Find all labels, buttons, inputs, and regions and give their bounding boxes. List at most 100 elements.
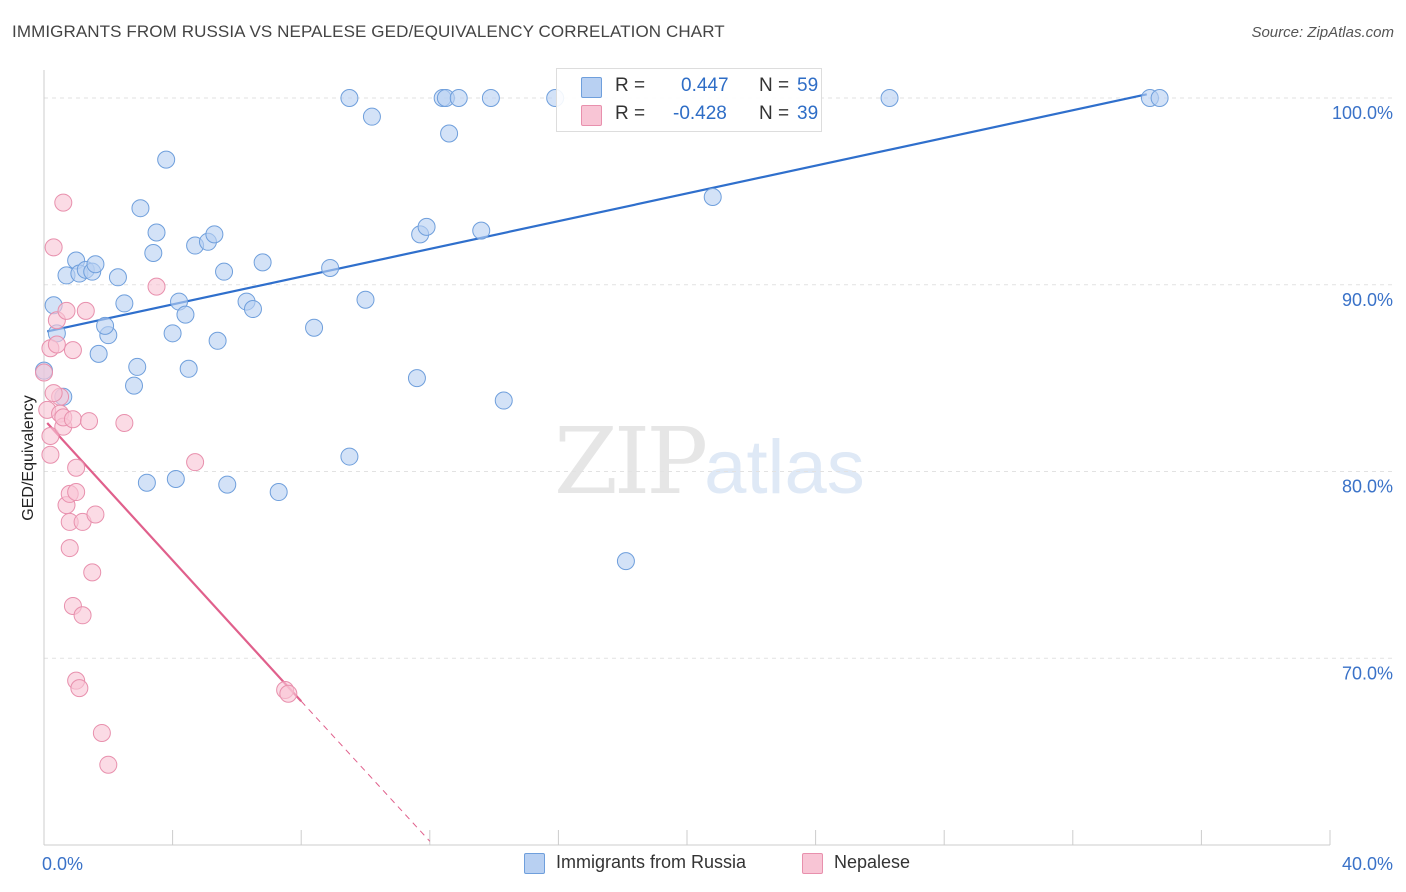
russia-point [362, 107, 381, 126]
nepalese-point [63, 341, 82, 360]
nepalese-n-label: N = [759, 103, 790, 124]
russia-point [144, 244, 163, 263]
axis-labels: 100.0% 90.0% 80.0% 70.0% 0.0% 40.0% GED/Equiva… [20, 103, 1393, 874]
russia-swatch-icon [581, 77, 602, 98]
nepalese-point [92, 723, 111, 742]
russia-point [137, 473, 156, 492]
y-tick-label: 90.0% [1342, 290, 1393, 310]
russia-n-label: N = [759, 75, 790, 96]
russia-point [215, 262, 234, 281]
nepalese-point [41, 427, 60, 446]
nepalese-point [99, 755, 118, 774]
russia-point [494, 391, 513, 410]
y-tick-label: 70.0% [1342, 663, 1393, 683]
russia-point [218, 475, 237, 494]
nepalese-point [115, 413, 134, 432]
russia-point [321, 258, 340, 277]
russia-point [86, 255, 105, 274]
russia-point [449, 89, 468, 108]
nepalese-point [35, 363, 53, 382]
source-label: Source: ZipAtlas.com [1251, 24, 1394, 41]
russia-point [115, 294, 134, 313]
russia-point [880, 89, 899, 108]
russia-point [157, 150, 176, 169]
nepalese-point [186, 453, 205, 472]
nepalese-point [80, 412, 99, 431]
chart-title: IMMIGRANTS FROM RUSSIA VS NEPALESE GED/E… [12, 22, 725, 41]
russia-point [176, 305, 195, 324]
nepalese-point [147, 277, 166, 296]
russia-r-label: R = [615, 75, 646, 96]
nepalese-trend-line [46, 422, 303, 702]
russia-point [131, 199, 150, 218]
nepalese-point [63, 410, 82, 429]
nepalese-point [44, 384, 63, 403]
russia-r-value: 0.447 [681, 75, 729, 96]
series-legend: Immigrants from Russia Nepalese [0, 852, 1406, 880]
russia-point [243, 300, 262, 319]
russia-legend-icon [524, 853, 545, 874]
nepalese-point [44, 238, 63, 257]
russia-point [472, 221, 491, 240]
russia-point [1150, 89, 1169, 108]
russia-point [96, 316, 115, 335]
nepalese-point [86, 505, 105, 524]
watermark-zip: ZIP [554, 408, 708, 515]
nepalese-point [70, 679, 89, 698]
russia-point [340, 447, 359, 466]
gridlines [44, 97, 1395, 659]
russia-point [125, 376, 144, 395]
data-points [35, 89, 1169, 774]
russia-point [269, 483, 288, 502]
russia-point [128, 357, 147, 376]
russia-point [205, 225, 224, 244]
russia-point [407, 369, 426, 388]
x-tick-label: 40.0% [1342, 854, 1393, 874]
russia-point [440, 124, 459, 143]
nepalese-point [76, 301, 95, 320]
nepalese-legend-icon [802, 853, 823, 874]
russia-point [340, 89, 359, 108]
nepalese-point [57, 301, 76, 320]
nepalese-point [279, 684, 298, 703]
axes [43, 70, 1331, 846]
trend-lines [46, 93, 1147, 842]
y-axis-title: GED/Equivalency [20, 395, 37, 520]
russia-point [147, 223, 166, 242]
nepalese-point [60, 539, 79, 558]
nepalese-point [67, 483, 86, 502]
russia-point [108, 268, 127, 287]
nepalese-point [54, 193, 73, 212]
nepalese-point [83, 563, 102, 582]
russia-point [179, 359, 198, 378]
russia-n-value: 59 [797, 75, 819, 96]
nepalese-point [47, 335, 66, 354]
x-tick-label: 0.0% [42, 854, 83, 874]
nepalese-swatch-icon [581, 105, 602, 126]
nepalese-trend-extension [300, 700, 431, 842]
y-tick-label: 100.0% [1332, 103, 1393, 123]
stats-legend: R = 0.447 N = 59 R = -0.428 N = 39 [556, 68, 822, 132]
legend-label-russia: Immigrants from Russia [556, 852, 747, 872]
russia-point [163, 324, 182, 343]
russia-point [208, 331, 227, 350]
russia-point [253, 253, 272, 272]
watermark-atlas: atlas [704, 425, 865, 510]
nepalese-point [67, 458, 86, 477]
russia-point [703, 187, 722, 206]
russia-point [356, 290, 375, 309]
nepalese-n-value: 39 [797, 103, 819, 124]
nepalese-r-value: -0.428 [673, 103, 727, 124]
nepalese-point [73, 606, 92, 625]
russia-point [89, 344, 108, 363]
russia-point [616, 552, 635, 571]
russia-point [305, 318, 324, 337]
nepalese-point [41, 445, 60, 464]
russia-point [166, 469, 185, 488]
russia-trend-line [46, 93, 1147, 333]
zipatlas-watermark: ZIPatlas [554, 408, 865, 515]
russia-point [417, 217, 436, 236]
y-tick-label: 80.0% [1342, 477, 1393, 497]
nepalese-r-label: R = [615, 103, 646, 124]
